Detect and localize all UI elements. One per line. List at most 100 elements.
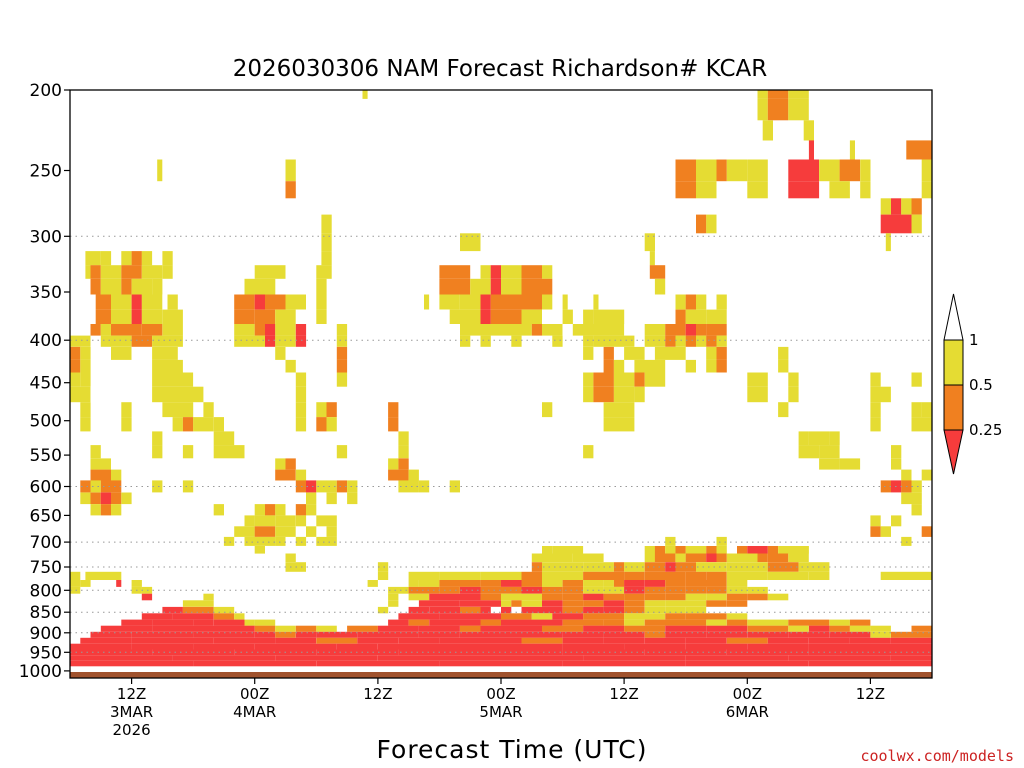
ri-cell — [316, 637, 358, 644]
ri-cell — [80, 402, 91, 418]
ri-cell — [162, 309, 183, 324]
ri-cell — [398, 458, 409, 470]
ri-cell — [542, 600, 563, 607]
ri-cell — [203, 593, 214, 601]
ri-cell — [418, 480, 430, 493]
ri-cell — [306, 492, 317, 505]
ri-cell — [778, 359, 789, 373]
x-tick-label: 4MAR — [233, 703, 276, 721]
ri-cell — [357, 631, 419, 638]
ri-cell — [326, 536, 337, 546]
ri-cell — [193, 660, 317, 667]
ri-cell — [480, 294, 491, 310]
ri-cell — [860, 181, 871, 199]
ri-cell — [542, 571, 583, 580]
ri-cell — [757, 90, 768, 99]
ri-cell — [295, 372, 307, 387]
ri-cell — [665, 613, 686, 620]
ri-cell — [70, 586, 81, 594]
x-tick-label: 12Z — [609, 685, 638, 703]
site-credit[interactable]: coolwx.com/models — [860, 747, 1014, 765]
ri-cell — [696, 335, 707, 347]
ri-cell — [511, 600, 522, 607]
ri-cell — [542, 265, 553, 279]
ri-cell — [665, 536, 676, 546]
ri-cell — [706, 619, 727, 626]
ri-cell — [685, 571, 707, 580]
ri-cell — [295, 417, 307, 432]
ri-cell — [152, 445, 163, 459]
ri-cell — [696, 294, 707, 310]
ri-cell — [829, 431, 840, 446]
ri-cell — [480, 655, 584, 661]
ri-cell — [583, 445, 594, 459]
ri-cell — [737, 571, 768, 580]
ri-cell — [152, 359, 183, 373]
ri-cell — [870, 643, 932, 650]
ri-cell — [726, 649, 809, 656]
ri-cell — [624, 625, 666, 632]
ri-cell — [254, 625, 276, 632]
ri-cell — [480, 309, 491, 324]
ri-cell — [819, 458, 840, 470]
ri-cell — [849, 625, 871, 632]
ri-cell — [583, 606, 604, 614]
ri-cell — [336, 324, 348, 336]
ri-cell — [70, 359, 81, 373]
ri-cell — [162, 606, 183, 614]
ri-cell — [182, 417, 194, 432]
y-tick-label: 900 — [30, 624, 62, 644]
ri-cell — [762, 120, 773, 141]
y-tick-label: 550 — [30, 446, 62, 466]
ri-cell — [583, 625, 625, 632]
ri-cell — [654, 546, 666, 554]
ri-cell — [542, 625, 583, 632]
ri-cell — [521, 593, 542, 601]
ri-cell — [141, 324, 163, 336]
ri-cell — [767, 90, 789, 99]
ri-cell — [336, 372, 348, 387]
ri-cell — [90, 571, 111, 580]
ri-cell — [70, 580, 81, 587]
ri-cell — [275, 335, 296, 347]
ri-cell — [603, 606, 625, 614]
ri-cell — [613, 580, 625, 587]
ri-cell — [275, 625, 296, 632]
pressure-gridlines — [70, 235, 932, 653]
ri-cell — [70, 655, 173, 661]
x-tick-label: 00Z — [733, 685, 762, 703]
ri-cell — [321, 251, 332, 266]
ri-cell — [685, 553, 707, 563]
ri-cell — [562, 309, 573, 324]
legend-top-triangle — [943, 293, 964, 341]
ri-cell — [603, 346, 614, 360]
ri-cell — [316, 631, 358, 638]
ri-cell — [316, 660, 440, 667]
ri-cell — [131, 278, 153, 295]
ri-cell — [531, 562, 543, 572]
ri-cell — [665, 593, 686, 601]
ri-cell — [685, 613, 727, 620]
ri-cell — [460, 335, 471, 347]
ri-cell — [362, 90, 368, 99]
ri-cell — [121, 251, 132, 266]
ri-cell — [767, 571, 809, 580]
ri-cell — [152, 278, 163, 295]
ri-cell — [593, 335, 635, 347]
ri-cell — [501, 580, 522, 587]
ri-cell — [295, 504, 307, 516]
ri-cell — [624, 562, 645, 572]
ri-cell — [911, 492, 922, 505]
ri-cell — [870, 631, 891, 638]
ri-cell — [460, 600, 501, 607]
ri-cell — [911, 480, 922, 493]
ri-cell — [275, 526, 296, 537]
ri-cell — [316, 480, 327, 493]
ri-cell — [901, 536, 912, 546]
ri-cell — [501, 571, 522, 580]
ri-cell — [90, 278, 101, 295]
ri-cell — [603, 580, 614, 587]
ri-cell — [593, 309, 625, 324]
ri-cell — [152, 619, 194, 626]
ri-cell — [100, 335, 112, 347]
